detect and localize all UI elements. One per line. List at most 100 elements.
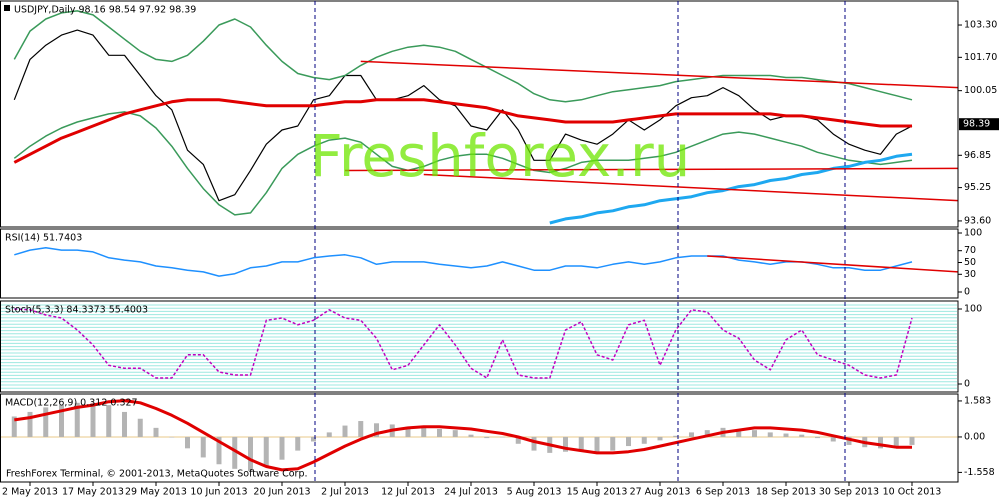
y-tick-label: 101.70 — [964, 52, 997, 63]
indicator-line — [14, 399, 912, 472]
y-tick-label: 103.30 — [964, 20, 997, 31]
histogram-bar — [421, 426, 427, 437]
y-tick-label: 96.85 — [964, 150, 991, 161]
histogram-bar — [263, 436, 269, 467]
histogram-bar — [878, 436, 883, 449]
histogram-bar — [846, 436, 852, 445]
histogram-bar — [137, 418, 143, 437]
histogram-bar — [169, 436, 175, 438]
y-tick-label: 0 — [964, 287, 970, 298]
x-tick-label: 17 May 2013 — [62, 487, 124, 498]
y-tick-label: 0.00 — [964, 431, 985, 442]
histogram-bar — [452, 430, 458, 437]
histogram-bar — [342, 425, 348, 437]
panel-title: MACD(12,26,9) 0.312 0.327 — [5, 398, 138, 409]
x-tick-label: 2 Jul 2013 — [321, 487, 369, 498]
panel-frame — [0, 228, 959, 299]
histogram-bar — [358, 421, 364, 437]
histogram-bar — [531, 436, 537, 451]
x-tick-label: 20 Jun 2013 — [253, 487, 310, 498]
histogram-bar — [484, 436, 490, 439]
x-tick-label: 12 Jul 2013 — [381, 487, 435, 498]
histogram-bar — [437, 428, 442, 437]
histogram-bar — [232, 436, 238, 469]
histogram-bar — [893, 436, 899, 449]
panel-title: RSI(14) 51.7403 — [5, 233, 82, 244]
histogram-bar — [153, 427, 159, 437]
y-tick-label: 50 — [964, 257, 976, 268]
footer: FreshForex Terminal, © 2001-2013, MetaQu… — [6, 469, 308, 480]
y-tick-label: 100 — [964, 228, 982, 239]
y-tick-label: 30 — [964, 269, 976, 280]
histogram-bar — [830, 436, 836, 442]
indicator-line — [549, 152, 913, 225]
histogram-bar — [59, 405, 64, 437]
y-tick-label: 93.60 — [964, 215, 991, 226]
histogram-bar — [563, 436, 568, 452]
panel-frame — [0, 300, 959, 393]
histogram-bar — [248, 436, 253, 472]
histogram-bar — [185, 436, 190, 449]
panel-title: USDJPY,Daily 98.16 98.54 97.92 98.39 — [14, 5, 196, 16]
histogram-bar — [279, 436, 285, 460]
period-separators — [314, 1, 846, 482]
y-tick-label: 100.05 — [964, 85, 997, 96]
histogram-bar — [641, 436, 647, 444]
panel-frame — [0, 393, 959, 483]
indicator-line — [13, 98, 912, 164]
trend-line — [423, 173, 959, 202]
histogram-bar — [736, 428, 742, 437]
x-tick-label: 30 Sep 2013 — [819, 487, 879, 498]
trend-line — [707, 255, 959, 273]
indicator-line — [14, 247, 913, 277]
x-tick-label: 5 Aug 2013 — [507, 487, 562, 498]
price-tag-label: 98.39 — [963, 119, 990, 130]
histogram-bar — [704, 430, 710, 437]
histogram-bar — [578, 436, 584, 451]
indicator-line — [13, 10, 913, 103]
y-tick-label: 95.25 — [964, 182, 991, 193]
histogram-bar — [689, 432, 694, 437]
x-tick-label: 6 Sep 2013 — [696, 487, 750, 498]
trend-line — [344, 167, 959, 172]
indicator-line — [13, 111, 913, 216]
histogram-bar — [657, 436, 663, 441]
histogram-bar — [295, 436, 301, 451]
histogram-bar — [311, 436, 316, 442]
x-tick-label: 2 May 2013 — [2, 487, 58, 498]
indicator-line — [14, 308, 913, 379]
histogram-bar — [74, 402, 80, 437]
x-tick-label: 15 Aug 2013 — [567, 487, 628, 498]
histogram-bar — [799, 434, 805, 437]
histogram-bar — [200, 436, 206, 458]
histogram-bar — [11, 416, 17, 437]
x-tick-label: 24 Jul 2013 — [444, 487, 498, 498]
histogram-bar — [500, 436, 505, 438]
watermark: Freshforex.ru — [310, 122, 691, 190]
histogram-bar — [515, 436, 521, 444]
histogram-bar — [468, 434, 474, 437]
panel-title: Stoch(5,3,3) 84.3373 55.4003 — [5, 305, 148, 316]
histogram-bar — [27, 411, 33, 437]
histogram-bar — [909, 436, 915, 445]
symbol-icon — [4, 5, 10, 11]
histogram-bar — [783, 433, 789, 437]
histogram-bar — [610, 436, 616, 451]
histogram-bar — [767, 432, 773, 437]
x-tick-label: 29 May 2013 — [125, 487, 187, 498]
x-tick-label: 10 Jun 2013 — [190, 487, 247, 498]
histogram-bar — [594, 436, 600, 453]
trend-line — [360, 60, 959, 89]
histogram-bar — [43, 407, 49, 437]
x-tick-label: 10 Oct 2013 — [883, 487, 942, 498]
panel-frame — [0, 0, 959, 228]
histogram-bar — [106, 405, 112, 437]
y-tick-label: 0 — [964, 379, 970, 390]
histogram-bar — [122, 411, 127, 437]
x-tick-label: 18 Sep 2013 — [756, 487, 816, 498]
histogram-bar — [374, 423, 379, 437]
